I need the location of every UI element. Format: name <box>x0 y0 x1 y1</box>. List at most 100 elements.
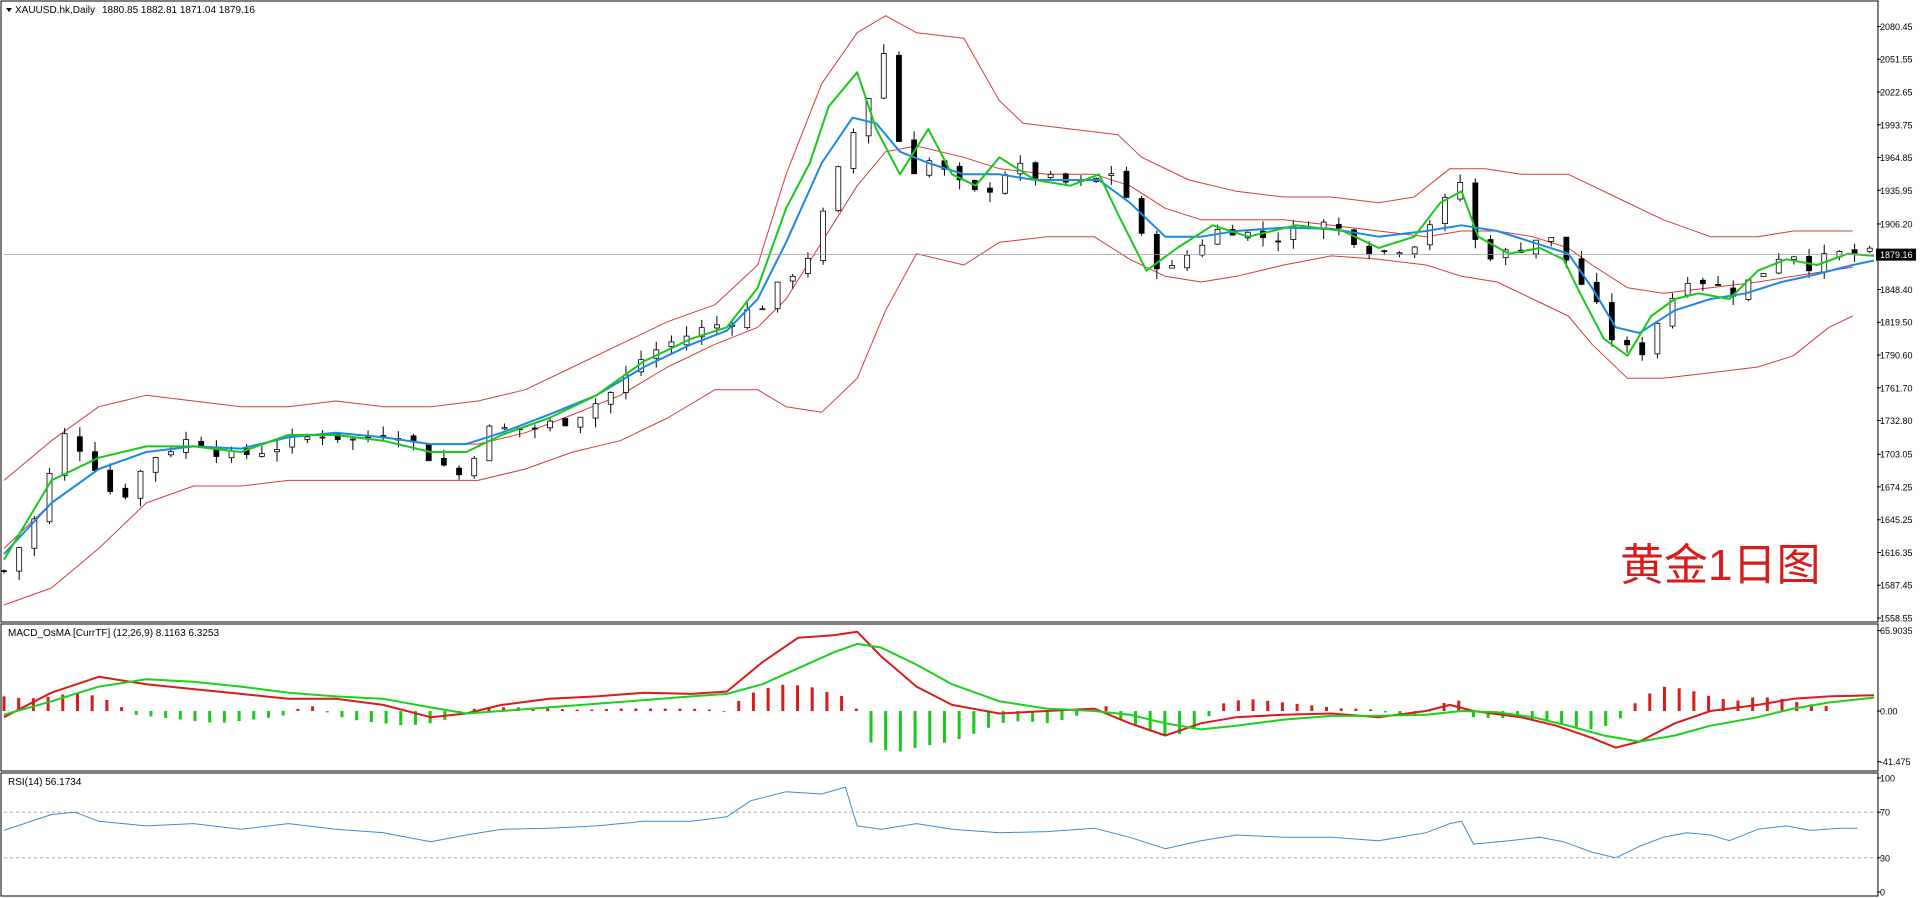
macd-histogram-bar <box>1192 711 1196 729</box>
macd-histogram-bar <box>1721 699 1725 712</box>
macd-histogram-bar <box>2 696 6 712</box>
macd-histogram-bar <box>105 700 109 712</box>
candle-body <box>1487 239 1494 260</box>
rsi-line <box>3 786 1858 859</box>
y-tick-label: 1935.95 <box>1880 186 1913 196</box>
macd-histogram-bar <box>928 711 932 746</box>
candle-body <box>820 210 827 261</box>
macd-histogram-bar <box>1178 711 1182 735</box>
ma-fast-line <box>3 71 1875 561</box>
macd-histogram-bar <box>355 711 359 721</box>
macd-histogram-bar <box>502 707 506 712</box>
candle-body <box>850 132 857 169</box>
candle-body <box>137 470 144 499</box>
y-tick-label: 1790.60 <box>1880 350 1913 360</box>
macd-histogram-bar <box>1545 711 1549 722</box>
candle-body <box>1684 282 1691 296</box>
macd-histogram-bar <box>31 698 35 712</box>
macd-histogram-bar <box>560 709 564 712</box>
y-tick-label: 0.00 <box>1880 707 1898 717</box>
candle-body <box>304 436 311 440</box>
macd-histogram-bar <box>1075 711 1079 716</box>
candle-body <box>1715 284 1721 286</box>
y-tick-label: 1558.55 <box>1880 614 1913 624</box>
y-tick-label: 1674.25 <box>1880 482 1913 492</box>
bollinger-lower-line <box>3 236 1853 606</box>
macd-histogram-bar <box>311 706 315 712</box>
candle-body <box>1563 236 1570 261</box>
macd-histogram-bar <box>649 708 653 712</box>
candle-body <box>1153 233 1160 270</box>
moving-averages <box>3 71 1875 561</box>
macd-histogram-bar <box>604 709 608 712</box>
macd-histogram-bar <box>840 696 844 712</box>
candle-body <box>1457 182 1464 200</box>
macd-histogram-bar <box>1677 688 1681 712</box>
candle-body <box>1032 162 1039 179</box>
y-tick-label: 0 <box>1880 888 1885 898</box>
macd-histogram-bar <box>546 708 550 712</box>
macd-histogram-bar <box>61 694 65 712</box>
y-tick-label: 1848.40 <box>1880 285 1913 295</box>
macd-histogram-bar <box>634 708 638 712</box>
candle-body <box>668 341 675 347</box>
macd-histogram-bar <box>384 711 388 724</box>
y-tick-label: 2051.55 <box>1880 55 1913 65</box>
symbol-label: XAUUSD.hk,Daily <box>15 5 95 16</box>
candle-body <box>1624 339 1630 346</box>
candle-body <box>76 436 83 452</box>
last-price-box <box>1876 248 1916 261</box>
candle-body <box>349 438 356 441</box>
watermark-label: 黄金1日图 <box>1620 541 1820 590</box>
candle-body <box>122 487 129 498</box>
macd-histogram-bar <box>957 711 961 740</box>
collapse-triangle-icon[interactable] <box>6 8 12 12</box>
candle-body <box>865 98 872 137</box>
y-tick-label: 65.9035 <box>1880 626 1913 636</box>
y-tick-label: 1906.20 <box>1880 219 1913 229</box>
macd-histogram-bar <box>237 711 241 722</box>
macd-histogram-bar <box>17 697 21 712</box>
candle-body <box>1 570 7 573</box>
macd-histogram-bar <box>1736 700 1740 712</box>
macd-histogram-bar <box>722 711 726 713</box>
candle-body <box>258 453 265 457</box>
macd-histogram-bar <box>1530 711 1534 719</box>
macd-histogram-bar <box>1618 711 1622 719</box>
candle-body <box>607 392 614 405</box>
candle-body <box>167 451 174 456</box>
y-tick-label: 30 <box>1880 853 1890 863</box>
candle-body <box>152 457 159 473</box>
macd-histogram-bar <box>1280 702 1284 712</box>
macd-histogram-bar <box>164 711 168 718</box>
candle-body <box>1184 254 1191 269</box>
candle-body <box>1123 170 1130 198</box>
macd-histogram-bar <box>1589 711 1593 730</box>
macd-histogram-bar <box>1692 691 1696 712</box>
macd-histogram-bar <box>854 708 858 712</box>
macd-histogram-bar <box>1809 704 1813 712</box>
macd-histogram-bar <box>1795 701 1799 712</box>
macd-histogram-bar <box>1398 711 1402 715</box>
macd-histogram-bar <box>663 708 667 712</box>
macd-histogram-bar <box>737 700 741 712</box>
macd-histogram-bar <box>90 695 94 712</box>
candle-body <box>274 449 280 453</box>
candle-body <box>1790 256 1797 260</box>
y-tick-label: 2080.45 <box>1880 22 1913 32</box>
y-tick-label: 1761.70 <box>1880 383 1913 393</box>
macd-histogram-bar <box>825 691 829 712</box>
candle-body <box>471 457 478 477</box>
y-tick-label: 1616.35 <box>1880 548 1913 558</box>
macd-histogram-bar <box>1310 705 1314 712</box>
macd-histogram-bar <box>487 707 491 712</box>
last-price-label: 1879.16 <box>1880 250 1913 260</box>
candle-body <box>1411 246 1418 255</box>
y-tick-label: 2022.65 <box>1880 87 1913 97</box>
candle-body <box>1108 173 1115 176</box>
candle-body <box>1381 250 1388 253</box>
candle-body <box>501 427 508 430</box>
macd-histogram-bar <box>1751 697 1755 712</box>
